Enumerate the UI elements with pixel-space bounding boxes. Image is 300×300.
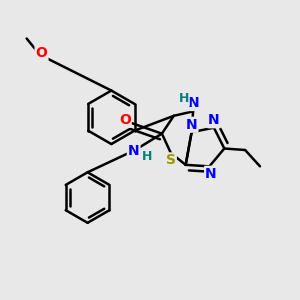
Text: H: H <box>142 150 152 163</box>
Text: O: O <box>119 113 131 127</box>
Text: N: N <box>208 113 220 127</box>
Text: H: H <box>178 92 189 105</box>
Text: N: N <box>205 167 217 181</box>
Text: N: N <box>187 96 199 110</box>
Text: S: S <box>166 153 176 167</box>
Text: O: O <box>36 46 47 60</box>
Text: N: N <box>186 118 197 132</box>
Text: N: N <box>128 145 140 158</box>
